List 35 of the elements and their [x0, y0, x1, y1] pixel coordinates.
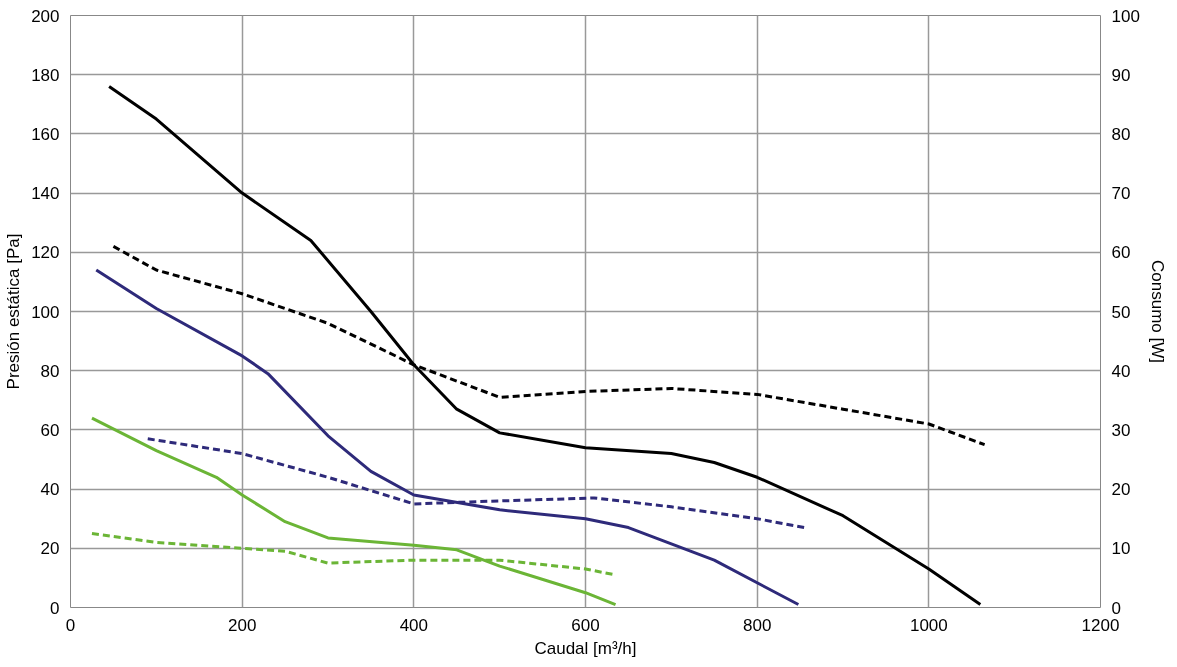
y-tick-label: 20: [40, 539, 60, 559]
y-tick-label: 0: [50, 598, 60, 618]
x-tick-label: 200: [227, 615, 257, 635]
y2-tick-label: 50: [1111, 302, 1131, 322]
line-series: [90, 416, 618, 607]
y2-axis-title: Consumo [W]: [1147, 260, 1167, 363]
y2-tick-label: 10: [1111, 539, 1131, 559]
x-axis-title: Caudal [m³/h]: [534, 638, 637, 658]
line-series: [107, 85, 982, 607]
y2-tick-label: 30: [1111, 420, 1131, 440]
y2-tick-label: 20: [1111, 480, 1131, 500]
y-tick-label: 40: [40, 480, 60, 500]
y-tick-label: 140: [31, 184, 60, 204]
x-tick-label: 1000: [909, 615, 948, 635]
y2-tick-label: 90: [1111, 65, 1131, 85]
y2-tick-label: 0: [1111, 598, 1121, 618]
y-tick-label: 160: [31, 124, 60, 144]
y-axis-title: Presión estática [Pa]: [4, 233, 24, 390]
y2-tick-label: 100: [1111, 6, 1140, 26]
x-tick-label: 1200: [1081, 615, 1120, 635]
y-tick-label: 200: [31, 6, 60, 26]
y-tick-label: 80: [40, 361, 60, 381]
x-tick-label: 800: [742, 615, 772, 635]
y-tick-label: 180: [31, 65, 60, 85]
y2-tick-label: 40: [1111, 361, 1131, 381]
y2-tick-label: 60: [1111, 243, 1131, 263]
x-tick-label: 400: [399, 615, 429, 635]
y-tick-label: 120: [31, 243, 60, 263]
line-series: [94, 268, 800, 607]
y-tick-label: 60: [40, 420, 60, 440]
y2-tick-label: 70: [1111, 184, 1131, 204]
y2-tick-label: 80: [1111, 124, 1131, 144]
x-tick-label: 0: [65, 615, 76, 635]
y-tick-label: 100: [31, 302, 60, 322]
x-tick-label: 600: [571, 615, 600, 635]
